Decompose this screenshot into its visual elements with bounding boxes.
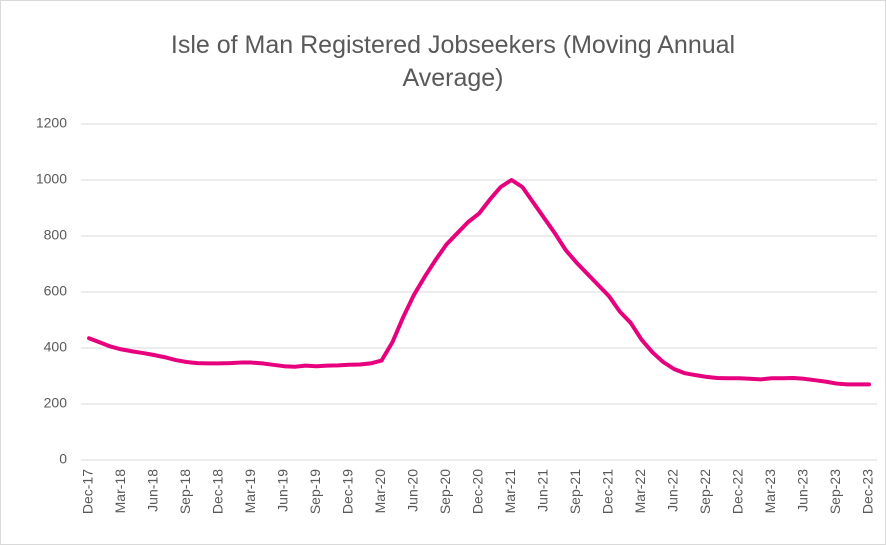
x-tick-label: Mar-20 [372,469,388,514]
x-tick-label: Jun-18 [145,469,161,512]
y-tick-label: 800 [44,227,68,243]
x-tick-label: Sep-23 [827,469,843,514]
x-tick-label: Dec-22 [730,469,746,514]
x-tick-label: Mar-23 [762,469,778,514]
x-tick-label: Dec-20 [470,469,486,514]
x-tick-label: Jun-19 [275,469,291,512]
y-tick-label: 0 [59,451,67,467]
x-tick-label: Sep-19 [307,469,323,514]
data-line [87,178,871,387]
chart-title: Isle of Man Registered Jobseekers (Movin… [170,31,736,92]
x-tick-label: Dec-19 [340,469,356,514]
x-tick-label: Mar-22 [632,469,648,514]
x-tick-label: Jun-22 [665,469,681,512]
x-tick-label: Mar-19 [242,469,258,514]
y-tick-label: 1200 [36,115,67,131]
x-tick-label: Mar-18 [112,469,128,514]
y-tick-label: 600 [44,283,68,299]
y-tick-label: 200 [44,395,68,411]
x-tick-label: Sep-22 [697,469,713,514]
x-tick-label: Jun-20 [405,469,421,512]
x-tick-label: Sep-21 [567,469,583,514]
x-tick-label: Dec-23 [860,469,876,514]
x-tick-label: Mar-21 [502,469,518,514]
x-tick-label: Dec-18 [210,469,226,514]
y-tick-label: 1000 [36,171,67,187]
x-tick-label: Dec-17 [80,469,96,514]
x-tick-label: Sep-18 [177,469,193,514]
x-tick-label: Jun-23 [795,469,811,512]
y-tick-label: 400 [44,339,68,355]
x-tick-label: Sep-20 [437,469,453,514]
x-tick-label: Dec-21 [600,469,616,514]
x-tick-label: Jun-21 [535,469,551,512]
